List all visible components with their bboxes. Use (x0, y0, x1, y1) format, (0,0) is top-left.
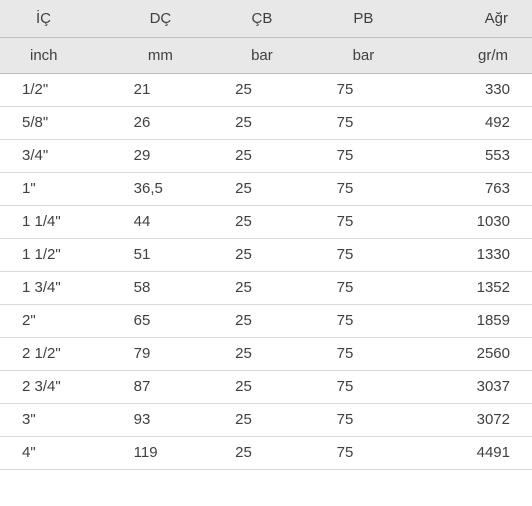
cell-agr: 3037 (414, 371, 532, 404)
table-unit-row: inchmmbarbargr/m (0, 38, 532, 74)
cell-ic: 2" (0, 305, 110, 338)
cell-pb: 75 (313, 206, 415, 239)
cell-pb: 75 (313, 371, 415, 404)
cell-cb: 25 (211, 173, 313, 206)
cell-ic: 3" (0, 404, 110, 437)
unit-ic: inch (0, 38, 110, 74)
cell-pb: 75 (313, 239, 415, 272)
cell-cb: 25 (211, 404, 313, 437)
unit-dc: mm (110, 38, 212, 74)
cell-cb: 25 (211, 272, 313, 305)
cell-dc: 58 (110, 272, 212, 305)
unit-pb: bar (313, 38, 415, 74)
cell-agr: 492 (414, 107, 532, 140)
unit-cb: bar (211, 38, 313, 74)
table-row: 2 1/2"7925752560 (0, 338, 532, 371)
cell-ic: 1" (0, 173, 110, 206)
cell-pb: 75 (313, 404, 415, 437)
cell-agr: 1030 (414, 206, 532, 239)
table-row: 1 3/4"5825751352 (0, 272, 532, 305)
cell-agr: 1330 (414, 239, 532, 272)
cell-agr: 330 (414, 74, 532, 107)
cell-agr: 1352 (414, 272, 532, 305)
cell-ic: 4" (0, 437, 110, 470)
table-row: 2 3/4"8725753037 (0, 371, 532, 404)
table-row: 1"36,52575763 (0, 173, 532, 206)
cell-cb: 25 (211, 338, 313, 371)
cell-cb: 25 (211, 206, 313, 239)
cell-cb: 25 (211, 74, 313, 107)
cell-agr: 1859 (414, 305, 532, 338)
table-row: 3"9325753072 (0, 404, 532, 437)
cell-ic: 1 1/2" (0, 239, 110, 272)
cell-pb: 75 (313, 107, 415, 140)
cell-dc: 119 (110, 437, 212, 470)
spec-table: İÇDÇÇBPBAğrinchmmbarbargr/m1/2"212575330… (0, 0, 532, 470)
unit-agr: gr/m (414, 38, 532, 74)
header-pb: PB (313, 0, 415, 38)
cell-ic: 5/8" (0, 107, 110, 140)
header-cb: ÇB (211, 0, 313, 38)
cell-dc: 79 (110, 338, 212, 371)
table-row: 3/4"292575553 (0, 140, 532, 173)
cell-cb: 25 (211, 107, 313, 140)
cell-ic: 1 1/4" (0, 206, 110, 239)
cell-pb: 75 (313, 305, 415, 338)
cell-pb: 75 (313, 74, 415, 107)
spec-table-body: İÇDÇÇBPBAğrinchmmbarbargr/m1/2"212575330… (0, 0, 532, 470)
cell-dc: 93 (110, 404, 212, 437)
table-row: 1 1/2"5125751330 (0, 239, 532, 272)
cell-agr: 3072 (414, 404, 532, 437)
cell-dc: 26 (110, 107, 212, 140)
table-row: 2"6525751859 (0, 305, 532, 338)
cell-agr: 553 (414, 140, 532, 173)
table-row: 5/8"262575492 (0, 107, 532, 140)
cell-agr: 2560 (414, 338, 532, 371)
cell-pb: 75 (313, 173, 415, 206)
cell-pb: 75 (313, 338, 415, 371)
cell-ic: 2 3/4" (0, 371, 110, 404)
cell-cb: 25 (211, 239, 313, 272)
cell-ic: 3/4" (0, 140, 110, 173)
table-row: 4"11925754491 (0, 437, 532, 470)
table-row: 1/2"212575330 (0, 74, 532, 107)
cell-agr: 4491 (414, 437, 532, 470)
cell-dc: 87 (110, 371, 212, 404)
cell-cb: 25 (211, 305, 313, 338)
cell-dc: 21 (110, 74, 212, 107)
cell-dc: 29 (110, 140, 212, 173)
table-row: 1 1/4"4425751030 (0, 206, 532, 239)
cell-dc: 36,5 (110, 173, 212, 206)
cell-cb: 25 (211, 140, 313, 173)
table-header-row: İÇDÇÇBPBAğr (0, 0, 532, 38)
cell-dc: 44 (110, 206, 212, 239)
header-dc: DÇ (110, 0, 212, 38)
cell-pb: 75 (313, 272, 415, 305)
cell-cb: 25 (211, 437, 313, 470)
cell-cb: 25 (211, 371, 313, 404)
header-agr: Ağr (414, 0, 532, 38)
cell-pb: 75 (313, 140, 415, 173)
cell-ic: 2 1/2" (0, 338, 110, 371)
cell-pb: 75 (313, 437, 415, 470)
cell-ic: 1 3/4" (0, 272, 110, 305)
cell-dc: 51 (110, 239, 212, 272)
header-ic: İÇ (0, 0, 110, 38)
cell-ic: 1/2" (0, 74, 110, 107)
cell-agr: 763 (414, 173, 532, 206)
cell-dc: 65 (110, 305, 212, 338)
